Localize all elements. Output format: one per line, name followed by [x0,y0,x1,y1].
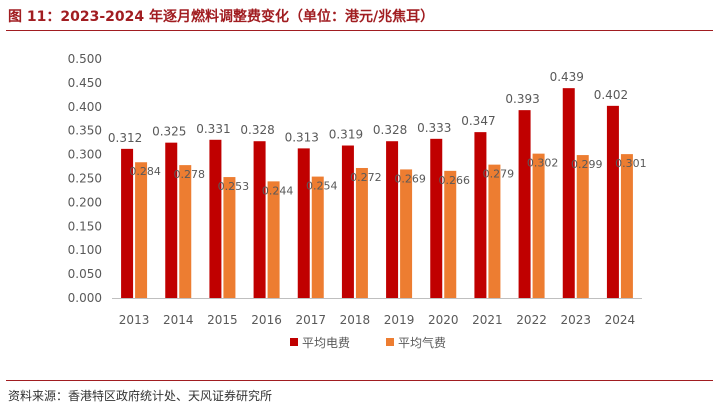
x-tick-label: 2024 [605,313,636,327]
data-label-electric: 0.325 [152,125,186,139]
data-label-gas: 0.269 [394,172,426,185]
data-label-gas: 0.272 [350,171,382,184]
x-tick-label: 2020 [428,313,459,327]
bar-electric [341,145,354,298]
y-tick-label: 0.150 [68,219,102,233]
source-note: 资料来源：香港特区政府统计处、天风证券研究所 [8,389,273,403]
data-label-electric: 0.439 [550,70,584,84]
data-label-electric: 0.331 [196,122,230,136]
y-tick-label: 0.250 [68,172,102,186]
bar-gas [444,170,457,298]
legend-swatch-electric [290,338,298,346]
y-tick-label: 0.050 [68,267,102,281]
data-label-gas: 0.301 [615,157,647,170]
y-tick-label: 0.450 [68,76,102,90]
bar-electric [474,132,487,298]
data-label-electric: 0.328 [373,123,407,137]
x-tick-label: 2021 [472,313,503,327]
x-tick-label: 2017 [295,313,326,327]
y-tick-label: 0.350 [68,124,102,138]
bar-electric [562,88,575,299]
data-label-gas: 0.302 [527,157,559,170]
bar-electric [165,142,178,298]
bar-electric [518,110,531,298]
legend-label-gas: 平均气费 [398,335,446,350]
bar-gas [620,154,633,298]
x-tick-label: 2022 [516,313,547,327]
data-label-electric: 0.333 [417,121,451,135]
x-tick-label: 2014 [163,313,194,327]
data-label-gas: 0.278 [174,168,206,181]
y-tick-label: 0.100 [68,243,102,257]
bar-gas [223,177,236,298]
bar-gas [488,164,501,298]
y-tick-label: 0.000 [68,291,102,305]
bar-gas [311,176,324,298]
x-tick-label: 2019 [384,313,415,327]
y-tick-label: 0.300 [68,148,102,162]
bar-gas [135,162,148,298]
data-label-electric: 0.347 [461,114,495,128]
bar-electric [430,138,443,298]
legend-swatch-gas [386,338,394,346]
y-tick-label: 0.400 [68,100,102,114]
x-tick-label: 2015 [207,313,238,327]
bottom-rule [6,380,713,381]
bar-electric [253,141,266,298]
bar-electric [606,105,619,299]
data-label-electric: 0.393 [505,92,539,106]
data-label-electric: 0.312 [108,131,142,145]
bar-electric [386,141,399,298]
top-rule [6,30,713,31]
x-tick-label: 2023 [560,313,591,327]
bar-gas [179,165,192,298]
data-label-gas: 0.266 [439,174,471,187]
data-label-gas: 0.279 [483,168,515,181]
data-label-gas: 0.284 [129,165,161,178]
y-tick-label: 0.200 [68,195,102,209]
figure-title: 图 11：2023-2024 年逐月燃料调整费变化（单位：港元/兆焦耳） [8,9,435,25]
bar-gas [355,167,368,298]
data-label-electric: 0.313 [285,130,319,144]
x-tick-label: 2013 [119,313,150,327]
data-label-electric: 0.328 [240,123,274,137]
data-label-gas: 0.299 [571,158,603,171]
y-tick-label: 0.500 [68,52,102,66]
data-label-electric: 0.319 [329,128,363,142]
data-label-gas: 0.244 [262,184,294,197]
bar-gas [576,155,589,298]
bar-gas [400,169,413,298]
legend-label-electric: 平均电费 [302,336,350,350]
x-tick-label: 2016 [251,313,282,327]
bar-gas [532,153,545,298]
data-label-electric: 0.402 [594,88,628,102]
data-label-gas: 0.253 [218,180,250,193]
bar-electric [209,139,222,298]
bar-electric [121,148,134,298]
bar-electric [297,148,310,298]
bar-gas [267,181,280,298]
data-label-gas: 0.254 [306,180,338,193]
x-tick-label: 2018 [340,313,371,327]
